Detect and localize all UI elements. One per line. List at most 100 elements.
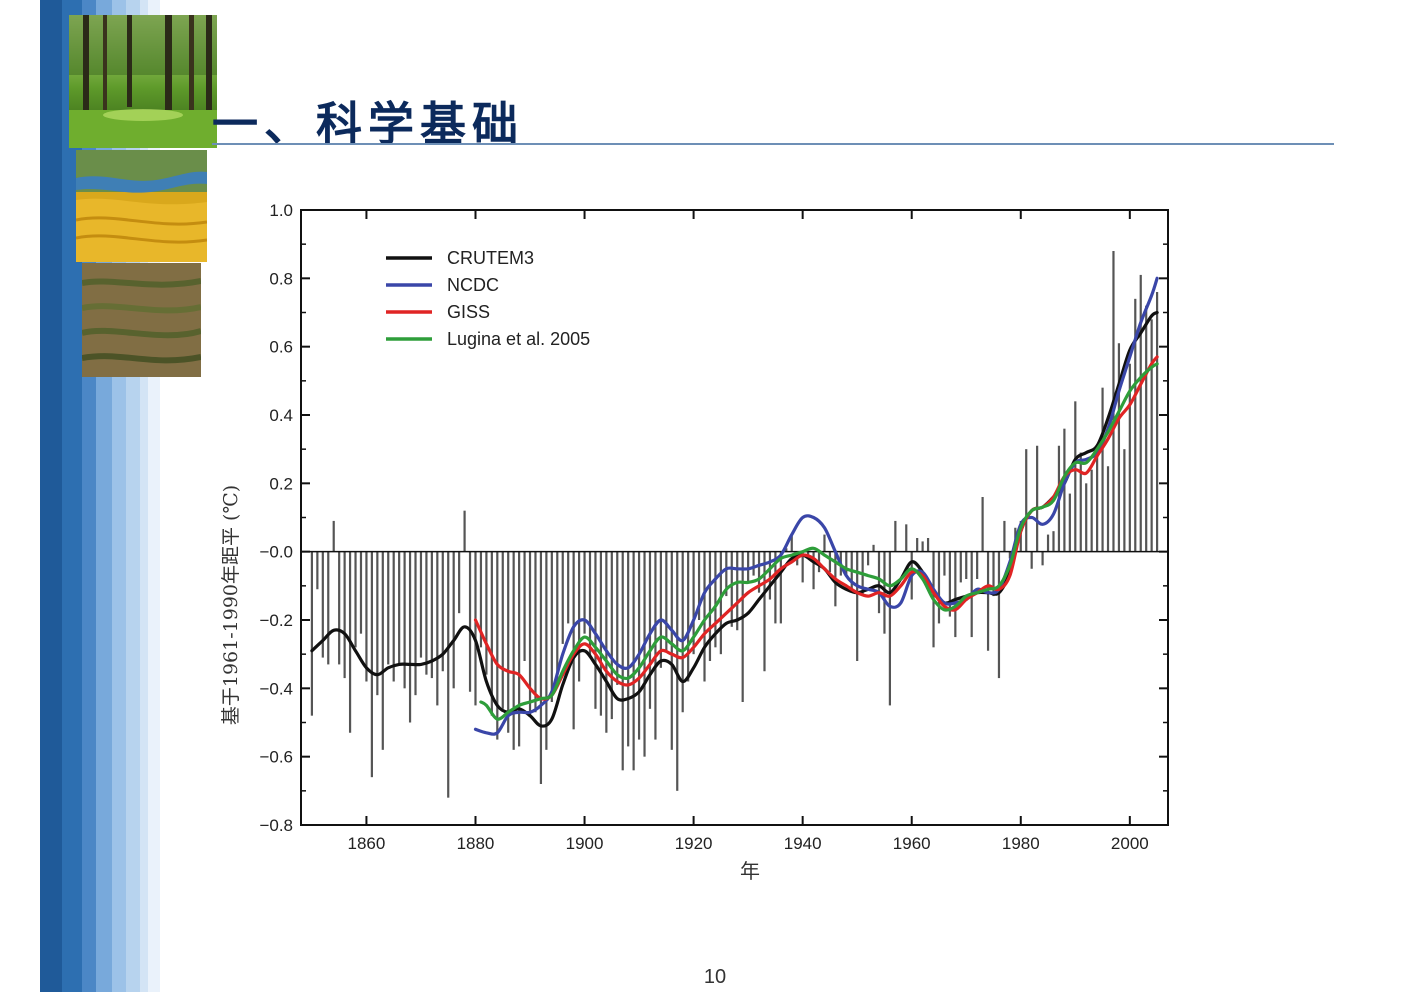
anomaly-bar <box>730 551 733 627</box>
y-tick-label: 0.4 <box>269 406 293 425</box>
anomaly-bar <box>518 551 521 747</box>
y-tick-label: 0.2 <box>269 474 293 493</box>
legend-label: Lugina et al. 2005 <box>447 329 590 349</box>
series-line-crutem3 <box>310 310 1159 728</box>
anomaly-bar <box>496 551 499 740</box>
anomaly-bar <box>550 551 553 702</box>
anomaly-bar <box>725 551 728 597</box>
y-tick-label: −0.6 <box>259 748 293 767</box>
legend-label: GISS <box>447 302 490 322</box>
anomaly-bar <box>327 551 330 665</box>
anomaly-bar <box>747 551 750 583</box>
anomaly-bar <box>621 551 624 771</box>
anomaly-bar <box>888 551 892 706</box>
anomaly-bar <box>992 551 995 597</box>
x-tick-label: 1940 <box>784 834 822 853</box>
x-axis-label: 年 <box>740 860 760 883</box>
anomaly-bar <box>556 551 559 682</box>
anomaly-bar <box>365 551 368 682</box>
anomaly-bar <box>757 551 761 593</box>
anomaly-bar <box>714 551 717 648</box>
forest-photo <box>69 15 217 148</box>
anomaly-bar <box>1008 551 1011 559</box>
anomaly-bar <box>637 551 641 740</box>
anomaly-bar <box>948 551 951 617</box>
y-tick-label: −0.2 <box>259 611 293 630</box>
legend: CRUTEM3 NCDC GISS Lugina et al. 2005 <box>386 248 590 349</box>
anomaly-bar <box>485 551 488 675</box>
anomaly-bar <box>616 551 619 685</box>
anomaly-bar <box>458 551 461 614</box>
anomaly-bar <box>610 551 613 720</box>
y-tick-label: 1.0 <box>269 201 293 220</box>
anomaly-bar <box>501 551 504 709</box>
anomaly-bar <box>310 551 314 716</box>
anomaly-bar <box>474 551 477 706</box>
anomaly-bar <box>741 551 744 702</box>
anomaly-bar <box>981 497 984 552</box>
anomaly-bar <box>643 551 646 757</box>
anomaly-bar <box>1117 343 1121 552</box>
anomaly-bar <box>545 551 548 750</box>
legend-label: NCDC <box>447 275 499 295</box>
anomaly-bar <box>370 551 373 778</box>
anomaly-bar <box>883 551 886 634</box>
anomaly-bar <box>408 551 412 723</box>
anomaly-bar <box>872 544 875 552</box>
anomaly-bars <box>310 251 1159 798</box>
x-tick-label: 1980 <box>1002 834 1040 853</box>
title-underline <box>212 143 1334 145</box>
anomaly-bar <box>490 551 493 716</box>
x-tick-label: 1920 <box>675 834 713 853</box>
temperature-anomaly-chart: 1860 1880 1900 1920 1940 1960 1980 2000 1.0 0.8 0.… <box>220 201 1169 883</box>
anomaly-bar <box>937 551 941 624</box>
anomaly-bar <box>719 551 722 655</box>
anomaly-bar <box>774 551 777 624</box>
anomaly-bar <box>381 551 384 750</box>
anomaly-bar <box>845 551 848 576</box>
anomaly-bar <box>534 551 537 713</box>
anomaly-bar <box>1025 449 1028 552</box>
anomaly-bar <box>588 551 592 658</box>
anomaly-bar <box>1090 469 1093 552</box>
anomaly-bar <box>572 551 575 730</box>
anomaly-bar <box>567 551 570 624</box>
anomaly-bar <box>1079 452 1082 552</box>
anomaly-bar <box>594 551 597 709</box>
anomaly-bar <box>976 551 979 579</box>
anomaly-bar <box>921 541 924 552</box>
x-tick-label: 1960 <box>893 834 931 853</box>
anomaly-bar <box>665 551 668 651</box>
anomaly-bar <box>943 551 946 576</box>
anomaly-bar <box>447 551 450 798</box>
anomaly-bar <box>997 551 1001 679</box>
page-number: 10 <box>703 966 727 988</box>
anomaly-bar <box>736 551 739 631</box>
anomaly-bar <box>1139 274 1142 552</box>
slide-title: 一、科学基础 <box>212 97 524 151</box>
anomaly-bar <box>812 551 815 590</box>
x-tick-label: 1880 <box>457 834 495 853</box>
anomaly-bar <box>926 538 930 552</box>
anomaly-bar <box>654 551 657 740</box>
anomaly-bar <box>425 551 428 675</box>
anomaly-bar <box>790 534 793 552</box>
anomaly-bar <box>316 551 319 590</box>
anomaly-bar <box>376 551 379 696</box>
y-tick-label: −0.4 <box>259 679 293 698</box>
anomaly-bar <box>507 551 510 733</box>
anomaly-bar <box>1036 445 1039 552</box>
anomaly-bar <box>697 551 701 620</box>
anomaly-bar <box>343 551 346 679</box>
anomaly-bar <box>1145 305 1148 552</box>
anomaly-bar <box>687 551 690 682</box>
anomaly-bar <box>916 538 919 552</box>
anomaly-bar <box>692 551 695 655</box>
anomaly-bar <box>354 551 357 648</box>
anomaly-bar <box>670 551 673 750</box>
anomaly-bar <box>823 534 826 552</box>
anomaly-bar <box>599 551 603 716</box>
anomaly-bar <box>512 551 515 750</box>
y-axis-label: 基于1961-1990年距平 (℃) <box>220 485 242 725</box>
y-tick-label: 0.8 <box>269 269 293 288</box>
